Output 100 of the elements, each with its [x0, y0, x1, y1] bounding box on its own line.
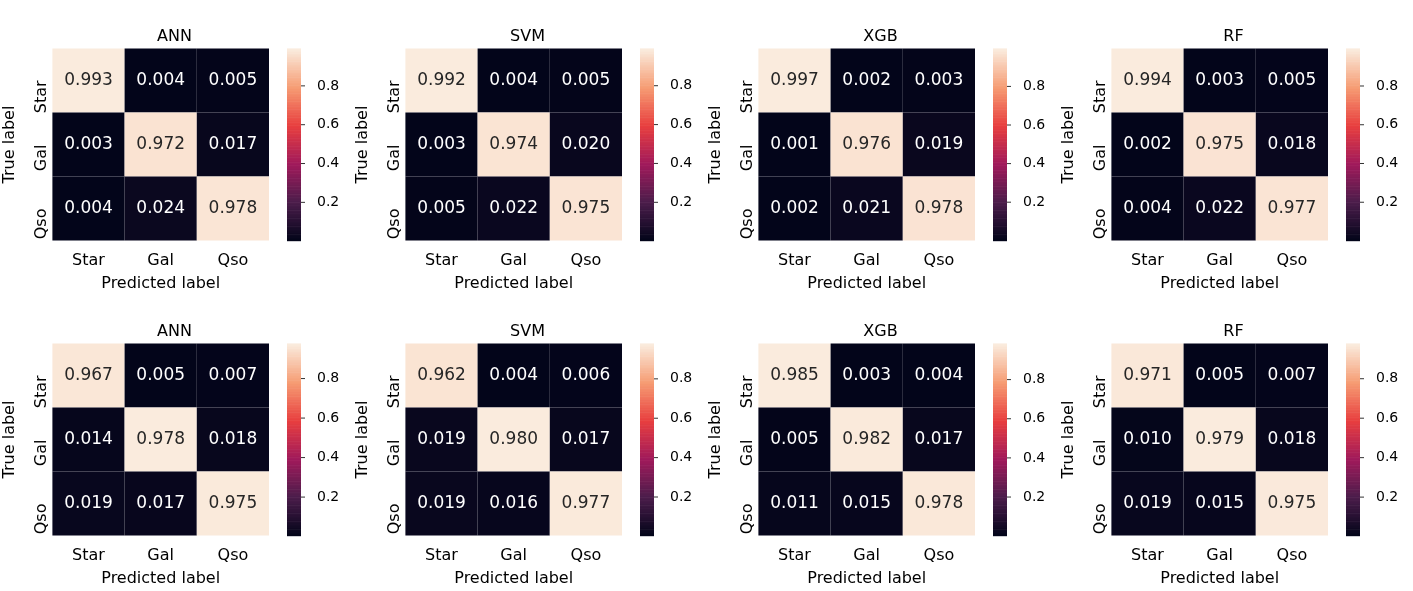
data-label: 0.975 [1195, 132, 1245, 153]
chart-title: RF [1223, 25, 1244, 45]
data-label: 0.971 [1123, 363, 1172, 384]
data-label: 0.004 [489, 68, 539, 89]
y-tick-label: Gal [383, 439, 403, 467]
data-label: 0.975 [1267, 491, 1317, 512]
y-tick-label: Qso [1089, 503, 1109, 535]
color-bar-label: 0.8 [670, 76, 693, 93]
data-label: 0.019 [1123, 491, 1172, 512]
data-label: 0.021 [842, 196, 892, 217]
color-bar-label: 0.6 [317, 115, 340, 132]
data-label: 0.010 [1123, 427, 1172, 448]
y-axis-title: True label [351, 400, 371, 480]
x-tick-label: Gal [147, 545, 175, 565]
data-label: 0.006 [561, 363, 611, 384]
y-axis-title: True label [0, 400, 18, 480]
x-tick-label: Qso [1276, 250, 1308, 270]
data-label: 0.979 [1195, 427, 1245, 448]
y-axis-title: True label [1057, 105, 1077, 185]
y-tick-label: Star [1089, 375, 1109, 409]
data-label: 0.997 [770, 68, 819, 89]
y-tick-label: Gal [736, 144, 756, 172]
y-axis-title: True label [0, 105, 18, 185]
x-tick-label: Star [72, 545, 106, 565]
data-label: 0.967 [64, 363, 113, 384]
data-label: 0.018 [1267, 132, 1317, 153]
x-tick-label: Star [72, 250, 106, 270]
data-label: 0.017 [914, 427, 964, 448]
color-bar-label: 0.4 [317, 154, 340, 171]
color-bar-label: 0.2 [1376, 487, 1399, 504]
color-bar-label: 0.8 [317, 369, 340, 386]
data-label: 0.992 [417, 68, 466, 89]
y-tick-label: Star [736, 375, 756, 409]
data-label: 0.001 [770, 132, 819, 153]
color-bar-label: 0.8 [670, 369, 693, 386]
data-label: 0.007 [208, 363, 258, 384]
x-axis-title: Predicted label [101, 272, 221, 292]
data-label: 0.005 [561, 68, 611, 89]
data-label: 0.024 [136, 196, 186, 217]
x-tick-label: Qso [217, 250, 249, 270]
data-label: 0.017 [208, 132, 258, 153]
data-label: 0.974 [489, 132, 539, 153]
data-label: 0.022 [1195, 196, 1245, 217]
y-tick-label: Star [383, 80, 403, 114]
x-tick-label: Gal [1206, 545, 1234, 565]
x-axis-title: Predicted label [101, 567, 221, 587]
x-tick-label: Star [778, 545, 812, 565]
color-bar-label: 0.6 [670, 115, 693, 132]
data-label: 0.005 [136, 363, 186, 384]
color-bar-label: 0.6 [1023, 115, 1046, 132]
color-bar-label: 0.2 [670, 487, 693, 504]
y-tick-label: Gal [1089, 439, 1109, 467]
chart-title: RF [1223, 320, 1244, 340]
color-bar-label: 0.4 [670, 154, 693, 171]
data-label: 0.019 [417, 427, 466, 448]
data-label: 0.004 [1123, 196, 1172, 217]
color-bar-label: 0.4 [1376, 154, 1399, 171]
data-label: 0.019 [417, 491, 466, 512]
x-tick-label: Gal [500, 545, 528, 565]
x-axis-title: Predicted label [807, 567, 927, 587]
data-label: 0.975 [561, 196, 611, 217]
data-label: 0.002 [842, 68, 892, 89]
data-label: 0.018 [208, 427, 258, 448]
x-tick-label: Qso [570, 250, 602, 270]
chart-title: SVM [510, 25, 545, 45]
data-label: 0.978 [136, 427, 186, 448]
data-label: 0.993 [64, 68, 113, 89]
data-label: 0.005 [1267, 68, 1317, 89]
color-bar-label: 0.4 [1376, 448, 1399, 465]
color-bar-label: 0.6 [317, 408, 340, 425]
y-tick-label: Qso [30, 208, 50, 240]
data-label: 0.977 [1267, 196, 1317, 217]
data-label: 0.017 [561, 427, 611, 448]
data-label: 0.003 [64, 132, 113, 153]
color-bar-label: 0.6 [1023, 409, 1046, 426]
color-bar-label: 0.4 [670, 448, 693, 465]
y-tick-label: Gal [736, 439, 756, 467]
data-label: 0.015 [1195, 491, 1245, 512]
data-label: 0.980 [489, 427, 539, 448]
x-tick-label: Qso [570, 545, 602, 565]
y-axis-title: True label [704, 105, 724, 185]
y-axis-title: True label [351, 105, 371, 185]
x-tick-label: Star [778, 250, 812, 270]
y-tick-label: Star [736, 80, 756, 114]
data-label: 0.011 [770, 491, 819, 512]
x-axis-title: Predicted label [454, 272, 574, 292]
data-label: 0.978 [208, 196, 258, 217]
data-label: 0.005 [1195, 363, 1245, 384]
data-label: 0.978 [914, 196, 964, 217]
color-bar-label: 0.8 [1023, 370, 1046, 387]
y-axis-title: True label [704, 400, 724, 480]
color-bar-label: 0.8 [1376, 369, 1399, 386]
data-label: 0.977 [561, 491, 611, 512]
data-label: 0.019 [914, 132, 964, 153]
color-bar-label: 0.6 [1376, 115, 1399, 132]
data-label: 0.985 [770, 363, 819, 384]
y-axis-title: True label [1057, 400, 1077, 480]
y-tick-label: Qso [1089, 208, 1109, 240]
data-label: 0.003 [417, 132, 466, 153]
x-tick-label: Star [1131, 545, 1165, 565]
